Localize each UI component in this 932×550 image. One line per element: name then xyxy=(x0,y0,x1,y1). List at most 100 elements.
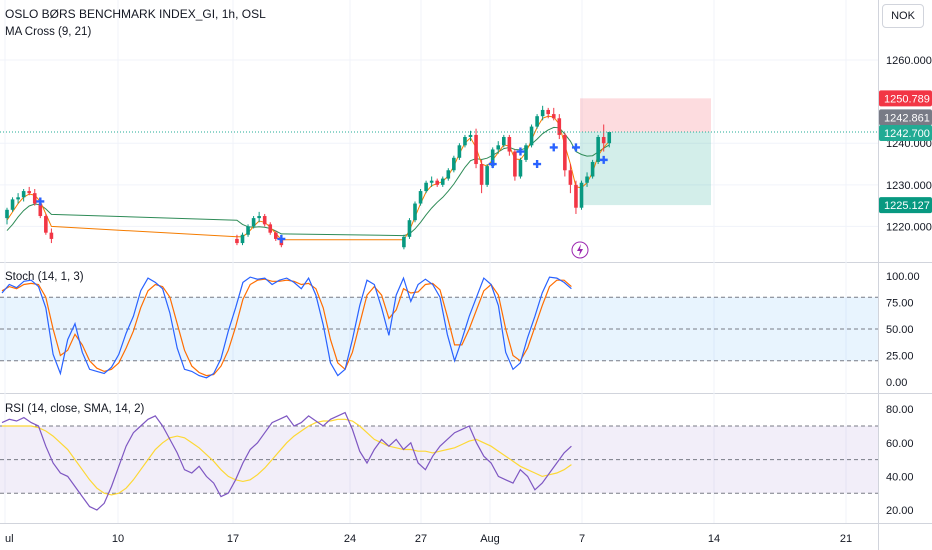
cross-marker xyxy=(277,234,286,243)
candle[interactable] xyxy=(452,157,456,171)
rsi-tick-label: 40.00 xyxy=(886,471,914,483)
price-plot xyxy=(0,98,878,250)
time-tick-label: ul xyxy=(5,533,14,545)
price-tag-stop[interactable]: 1250.789 xyxy=(879,90,932,107)
time-tick-label: 7 xyxy=(579,533,585,545)
candle[interactable] xyxy=(551,114,556,119)
price-axis[interactable]: 1260.000 1240.000 1230.000 1220.000 1250.789… xyxy=(879,55,932,517)
candle[interactable] xyxy=(601,136,606,144)
stoch-tick-label: 75.00 xyxy=(886,298,914,310)
candle[interactable] xyxy=(479,164,484,185)
candle[interactable] xyxy=(246,226,250,235)
stop-zone[interactable] xyxy=(580,98,711,132)
rsi-legend[interactable]: RSI (14, close, SMA, 14, 2) xyxy=(5,403,145,415)
ma-cross-legend[interactable]: MA Cross (9, 21) xyxy=(5,26,91,38)
candle[interactable] xyxy=(27,191,31,194)
rsi-line xyxy=(1,411,572,511)
candle[interactable] xyxy=(32,193,37,204)
time-tick-label: 17 xyxy=(227,533,239,545)
candle[interactable] xyxy=(440,178,445,185)
ma-fast-line xyxy=(6,115,610,241)
chart-title: OSLO BØRS BENCHMARK INDEX_GI, 1h, OSL xyxy=(5,7,266,21)
candle[interactable] xyxy=(413,203,417,221)
candle[interactable] xyxy=(235,238,239,244)
cross-marker xyxy=(533,160,542,169)
candle[interactable] xyxy=(485,166,489,185)
candle[interactable] xyxy=(579,182,584,208)
candle[interactable] xyxy=(10,199,15,210)
stoch-pane[interactable] xyxy=(0,276,878,379)
candle[interactable] xyxy=(568,170,573,185)
price-tag-target[interactable]: 1225.127 xyxy=(879,197,932,214)
price-tag-label: 1242.861 xyxy=(884,112,930,124)
price-tick-label: 1230.000 xyxy=(886,180,932,192)
candle[interactable] xyxy=(268,224,273,233)
stoch-tick-label: 50.00 xyxy=(886,324,914,336)
time-tick-label: Aug xyxy=(480,533,500,545)
candle[interactable] xyxy=(418,191,423,204)
candle[interactable] xyxy=(21,191,26,198)
candle[interactable] xyxy=(574,184,578,208)
time-tick-label: 14 xyxy=(708,533,720,545)
candle[interactable] xyxy=(274,232,278,239)
rsi-tick-label: 60.00 xyxy=(886,438,914,450)
candle[interactable] xyxy=(496,145,501,150)
candle[interactable] xyxy=(262,216,267,225)
rsi-pane[interactable] xyxy=(0,411,878,511)
candle[interactable] xyxy=(540,109,545,117)
candle[interactable] xyxy=(507,136,512,152)
candle[interactable] xyxy=(518,159,523,177)
candle[interactable] xyxy=(16,197,20,200)
candle[interactable] xyxy=(44,216,48,233)
currency-button[interactable]: NOK xyxy=(882,4,924,28)
price-tag-ma[interactable]: 1242.861 xyxy=(879,109,932,126)
candle[interactable] xyxy=(502,136,506,146)
candle[interactable] xyxy=(49,232,54,239)
candle[interactable] xyxy=(524,145,528,160)
cross-marker xyxy=(36,197,45,206)
price-tag-label: 1225.127 xyxy=(884,200,930,212)
candle[interactable] xyxy=(457,145,462,158)
price-tag-last[interactable]: 1242.700 xyxy=(879,125,932,141)
candle[interactable] xyxy=(5,209,9,219)
candle[interactable] xyxy=(546,109,550,115)
lightning-icon[interactable] xyxy=(571,241,589,259)
price-tick-label: 1220.000 xyxy=(886,221,932,233)
candle[interactable] xyxy=(429,180,434,183)
candle[interactable] xyxy=(474,134,478,165)
candle[interactable] xyxy=(424,182,428,192)
candle[interactable] xyxy=(240,234,245,244)
price-pane[interactable] xyxy=(0,98,878,259)
candle[interactable] xyxy=(490,149,495,167)
candle[interactable] xyxy=(529,126,534,146)
candle[interactable] xyxy=(38,203,43,217)
candle[interactable] xyxy=(251,218,256,227)
candle[interactable] xyxy=(557,118,562,135)
candle[interactable] xyxy=(585,176,589,183)
rsi-tick-label: 80.00 xyxy=(886,404,914,416)
candle[interactable] xyxy=(435,180,439,185)
time-axis[interactable]: ul 10 17 24 27 Aug 7 14 21 xyxy=(5,533,852,545)
candle[interactable] xyxy=(563,134,567,171)
candle[interactable] xyxy=(513,151,517,177)
candle[interactable] xyxy=(468,134,473,137)
stoch-legend[interactable]: Stoch (14, 1, 3) xyxy=(5,271,84,283)
candle[interactable] xyxy=(463,136,467,146)
candle[interactable] xyxy=(535,116,539,127)
candle[interactable] xyxy=(407,220,412,237)
candle[interactable] xyxy=(446,170,451,179)
stoch-tick-label: 25.00 xyxy=(886,351,914,363)
candle[interactable] xyxy=(402,236,406,248)
time-tick-label: 21 xyxy=(840,533,852,545)
price-tag-label: 1250.789 xyxy=(884,93,930,105)
price-tick-label: 1240.000 xyxy=(886,138,932,150)
rsi-ma-line xyxy=(2,418,572,496)
candle[interactable] xyxy=(590,161,595,177)
candle[interactable] xyxy=(596,136,600,162)
price-tag-label: 1242.700 xyxy=(884,128,930,140)
target-zone[interactable] xyxy=(580,132,711,206)
candle[interactable] xyxy=(257,216,261,219)
candle[interactable] xyxy=(607,132,612,144)
